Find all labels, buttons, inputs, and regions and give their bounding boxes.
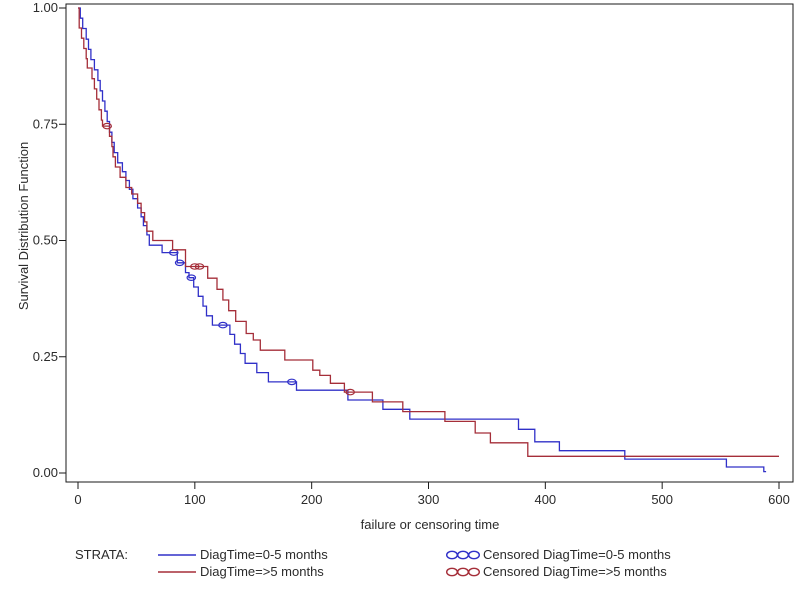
survival-curve-diagtime-gt5: [78, 7, 779, 457]
x-axis-title: failure or censoring time: [361, 517, 500, 532]
censored-marker-diagtime-gt5: [194, 263, 205, 270]
x-tick-label: 300: [418, 492, 440, 507]
plot-frame: [65, 3, 794, 483]
y-tick-label: 0.50: [33, 233, 58, 248]
x-tick-label: 400: [534, 492, 556, 507]
y-tick-label: 0.75: [33, 116, 58, 131]
x-tick-label: 500: [651, 492, 673, 507]
legend-label-censored-0-5: Censored DiagTime=0-5 months: [483, 547, 671, 562]
censored-marker-diagtime-0-5: [218, 321, 228, 329]
y-tick-label: 0.25: [33, 349, 58, 364]
legend-strata-label: STRATA:: [75, 547, 128, 562]
censored-marker-diagtime-0-5: [174, 259, 185, 267]
legend-label-censored-gt5: Censored DiagTime=>5 months: [483, 564, 667, 579]
legend-circle-swatch: [446, 567, 459, 577]
censored-marker-diagtime-0-5: [186, 274, 197, 282]
x-tick-label: 0: [74, 492, 81, 507]
legend-circle-swatch: [457, 567, 470, 577]
legend-circle-swatch: [446, 550, 459, 560]
censored-marker-diagtime-0-5: [286, 378, 297, 386]
x-tick-label: 200: [301, 492, 323, 507]
legend-label-diagtime-0-5: DiagTime=0-5 months: [200, 547, 328, 562]
x-tick-label: 100: [184, 492, 206, 507]
x-tick-label: 600: [768, 492, 790, 507]
legend-label-diagtime-gt5: DiagTime=>5 months: [200, 564, 324, 579]
legend: DiagTime=0-5 months DiagTime=>5 months C…: [200, 547, 671, 579]
y-axis-title: Survival Distribution Function: [16, 142, 31, 310]
survival-curve-diagtime-0-5: [78, 7, 767, 473]
censored-marker-diagtime-gt5: [190, 263, 200, 270]
censored-marker-diagtime-gt5: [102, 122, 112, 130]
legend-circle-swatch: [457, 550, 470, 560]
censored-marker-diagtime-gt5: [345, 388, 355, 396]
y-tick-label: 1.00: [33, 0, 58, 15]
y-tick-label: 0.00: [33, 465, 58, 480]
legend-circle-swatch: [468, 567, 481, 577]
legend-circle-swatch: [468, 550, 481, 560]
chart-generated-layer: 0.00 0.25 0.50 0.75 1.00 0 100 200 300 400 500 600: [33, 0, 794, 577]
